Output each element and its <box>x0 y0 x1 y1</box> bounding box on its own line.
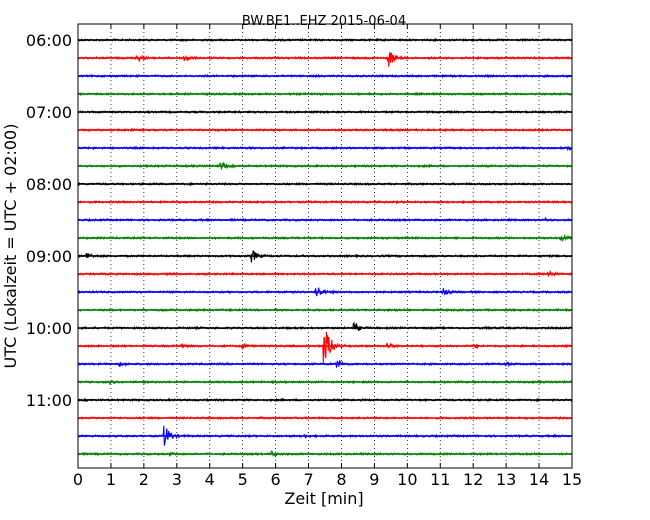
x-axis-label: Zeit [min] <box>284 489 363 508</box>
x-tick-label: 11 <box>430 470 450 489</box>
y-tick-label: 06:00 <box>26 31 72 50</box>
y-tick-label: 11:00 <box>26 391 72 410</box>
x-tick-label: 9 <box>369 470 379 489</box>
x-tick-label: 10 <box>397 470 417 489</box>
x-tick-label: 12 <box>463 470 483 489</box>
y-tick-label: 07:00 <box>26 103 72 122</box>
x-tick-label: 4 <box>205 470 215 489</box>
plot-frame <box>77 23 573 469</box>
y-tick-label: 08:00 <box>26 175 72 194</box>
y-axis-label: UTC (Lokalzeit = UTC + 02:00) <box>1 124 20 369</box>
trace-series <box>77 37 573 457</box>
y-tick-label: 09:00 <box>26 247 72 266</box>
x-tick-label: 0 <box>73 470 83 489</box>
x-tick-label: 13 <box>496 470 516 489</box>
x-tick-label: 8 <box>336 470 346 489</box>
x-tick-label: 5 <box>238 470 248 489</box>
y-tick-label: 10:00 <box>26 319 72 338</box>
x-tick-label: 14 <box>529 470 549 489</box>
x-tick-label: 1 <box>106 470 116 489</box>
x-tick-label: 15 <box>562 470 582 489</box>
x-tick-label: 2 <box>139 470 149 489</box>
x-tick-label: 7 <box>303 470 313 489</box>
axis-ticks: 0 1 2 3 4 5 6 7 8 9 10 11 12 13 14 1506:0007:0008:0009:… <box>26 24 582 489</box>
x-tick-label: 3 <box>172 470 182 489</box>
chart-title: BW.BE1..EHZ 2015-06-04 <box>242 14 406 29</box>
x-tick-label: 6 <box>271 470 281 489</box>
